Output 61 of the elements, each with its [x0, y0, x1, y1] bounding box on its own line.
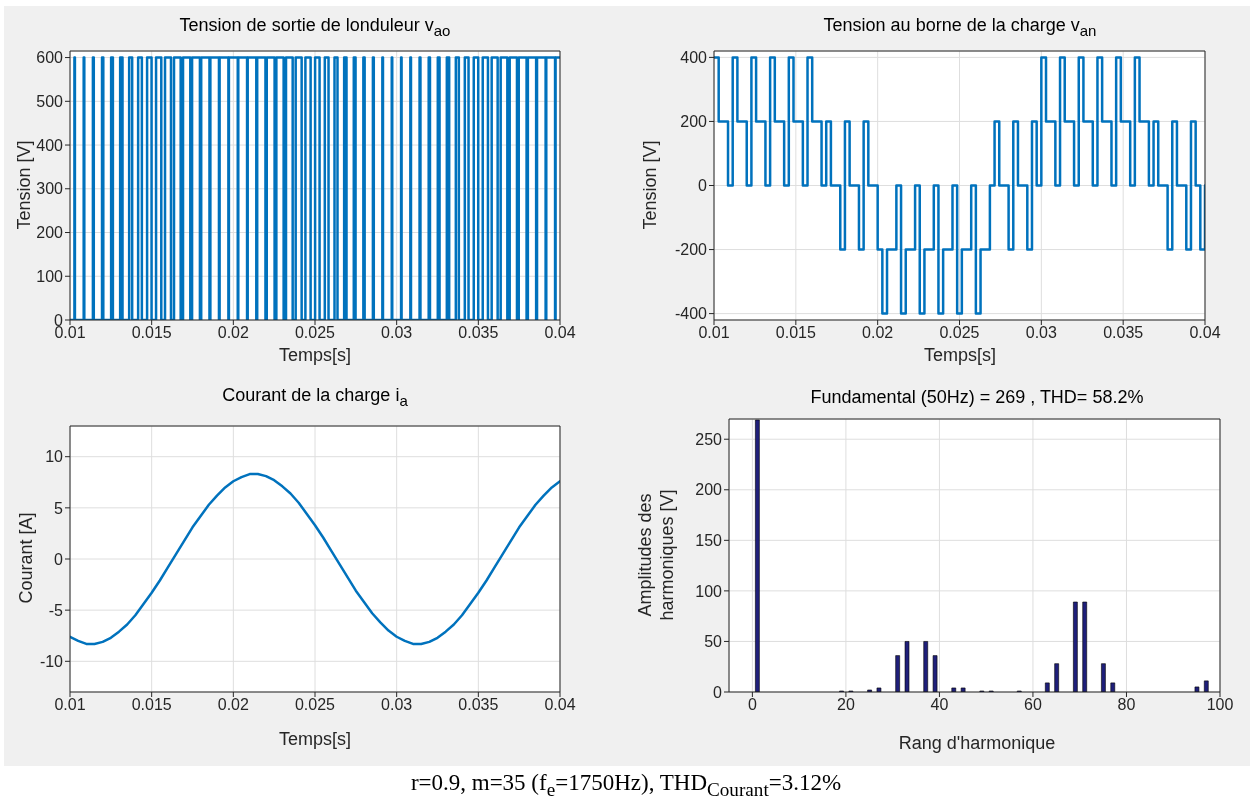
x-tick-label: 40: [930, 696, 949, 714]
chart-title: Tension au borne de la charge v$_{an}$: [822, 15, 1098, 39]
y-tick-label: 200: [680, 113, 708, 131]
chart-title: Courant de la charge i$_{a}$: [221, 385, 409, 409]
y-tick-label: 0: [713, 683, 723, 701]
x-tick-label: 0.015: [775, 324, 816, 342]
x-tick-label: 0.015: [131, 696, 172, 714]
y-axis-title: Tension [V]: [14, 140, 34, 230]
x-tick-label: 0.04: [1189, 324, 1221, 342]
y-tick-label: 400: [680, 49, 708, 67]
x-tick-label: 0.03: [381, 696, 413, 714]
y-tick-label: 250: [695, 430, 723, 448]
x-tick-label: 80: [1117, 696, 1136, 714]
y-tick-label: 400: [36, 136, 64, 154]
x-tick-label: 0.04: [544, 696, 576, 714]
x-tick-label: 0.02: [862, 324, 894, 342]
y-tick-label: 50: [704, 633, 723, 651]
x-tick-label: 0.035: [458, 696, 499, 714]
x-axis-title: Temps[s]: [923, 345, 997, 366]
y-tick-label: -400: [674, 305, 708, 323]
x-tick-label: 0.025: [939, 324, 980, 342]
chart-title: Tension de sortie de londuleur v$_{ao}$: [178, 15, 452, 39]
y-tick-label: 0: [54, 550, 64, 568]
x-tick-label: 0.035: [1103, 324, 1144, 342]
x-tick-label: 60: [1024, 696, 1042, 714]
x-tick-label: 0.03: [1025, 324, 1058, 342]
x-tick-label: 20: [837, 696, 855, 714]
y-tick-label: -5: [48, 601, 64, 619]
y-tick-label: 200: [36, 224, 64, 242]
x-tick-label: 0.03: [381, 324, 413, 342]
chart-title: Fundamental (50Hz) = 269 , THD= 58.2%: [809, 387, 1145, 408]
y-tick-label: 0: [698, 177, 708, 195]
y-tick-label: 100: [36, 267, 64, 285]
y-tick-label: 300: [36, 180, 64, 198]
x-tick-label: 0.025: [294, 696, 336, 714]
x-tick-label: 0.01: [698, 324, 730, 342]
x-tick-label: 0.01: [54, 696, 86, 714]
x-tick-label: 0.015: [131, 324, 172, 342]
x-tick-label: 100: [1206, 696, 1234, 714]
y-tick-label: -200: [674, 241, 708, 259]
text: r=0.9, m=35 (f$_{e}$=1750Hz), THD$_{Courant}$=3.12%: [409, 770, 843, 801]
y-tick-label: -10: [39, 652, 64, 670]
x-axis-title: Rang d'harmonique: [897, 733, 1057, 754]
x-axis-title: Temps[s]: [278, 729, 352, 750]
y-tick-label: 10: [45, 448, 64, 466]
y-axis-title: Amplitudes des harmoniques [V]: [634, 488, 678, 623]
x-tick-label: 0.04: [544, 324, 576, 342]
x-tick-label: 0.02: [217, 696, 250, 714]
y-tick-label: 200: [695, 481, 723, 499]
x-tick-label: 0.025: [294, 324, 336, 342]
x-tick-label: 0: [747, 696, 757, 714]
x-axis-title: Temps[s]: [278, 345, 352, 366]
x-tick-label: 0.035: [458, 324, 499, 342]
y-axis-title: Courant [A]: [16, 512, 36, 604]
y-tick-label: 100: [695, 582, 723, 600]
y-tick-label: 500: [36, 92, 64, 110]
y-tick-label: 150: [695, 532, 723, 550]
x-tick-label: 0.02: [217, 324, 250, 342]
y-tick-label: 5: [54, 499, 64, 517]
y-axis-title: Tension [V]: [639, 139, 661, 232]
y-tick-label: 600: [36, 49, 64, 67]
